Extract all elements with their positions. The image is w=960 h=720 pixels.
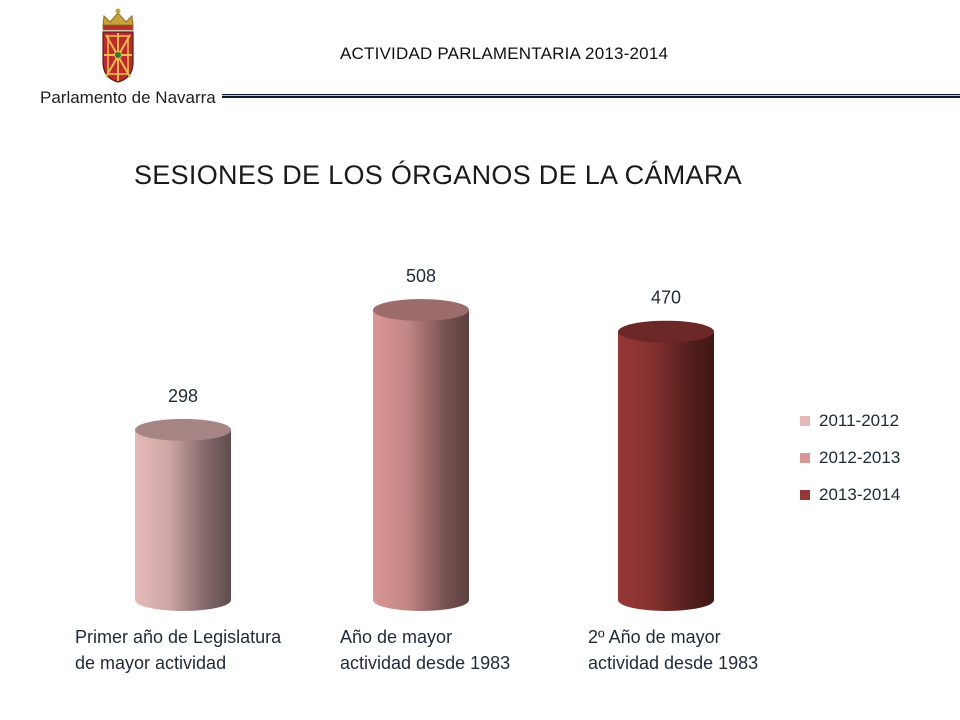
legend-swatch bbox=[800, 489, 810, 500]
legend-item: 2012-2013 bbox=[800, 439, 900, 476]
legend: 2011-2012 2012-2013 2013-2014 bbox=[800, 402, 900, 513]
logo: Parlamento de Navarra bbox=[0, 0, 222, 122]
legend-item: 2011-2012 bbox=[800, 402, 900, 439]
category-label-3: 2º Año de mayor actividad desde 1983 bbox=[588, 627, 759, 673]
legend-swatch bbox=[800, 415, 810, 426]
bar-top-2013-2014 bbox=[618, 320, 714, 343]
navarra-coat-of-arms-icon bbox=[102, 8, 134, 83]
organization-name: Parlamento de Navarra bbox=[40, 88, 216, 107]
bar-top-2012-2013 bbox=[373, 299, 469, 321]
legend-label: 2013-2014 bbox=[819, 484, 901, 504]
value-label-2013-2014: 470 bbox=[651, 288, 681, 308]
value-label-2012-2013: 508 bbox=[406, 266, 436, 286]
header-title: ACTIVIDAD PARLAMENTARIA 2013-2014 bbox=[340, 44, 669, 63]
chart-title: SESIONES DE LOS ÓRGANOS DE LA CÁMARA bbox=[134, 160, 742, 190]
legend-label: 2011-2012 bbox=[819, 410, 900, 430]
category-label-1: Primer año de Legislatura de mayor activ… bbox=[75, 627, 282, 673]
bar-top-2011-2012 bbox=[135, 418, 231, 441]
legend-label: 2012-2013 bbox=[819, 447, 901, 467]
legend-swatch bbox=[800, 452, 810, 463]
category-label-2: Año de mayor actividad desde 1983 bbox=[340, 627, 511, 673]
bar-2012-2013 bbox=[373, 310, 469, 611]
bar-2013-2014 bbox=[618, 331, 714, 611]
value-label-2011-2012: 298 bbox=[168, 386, 198, 406]
legend-item: 2013-2014 bbox=[800, 476, 900, 513]
bar-2011-2012 bbox=[135, 429, 231, 611]
header-rule bbox=[222, 94, 960, 98]
